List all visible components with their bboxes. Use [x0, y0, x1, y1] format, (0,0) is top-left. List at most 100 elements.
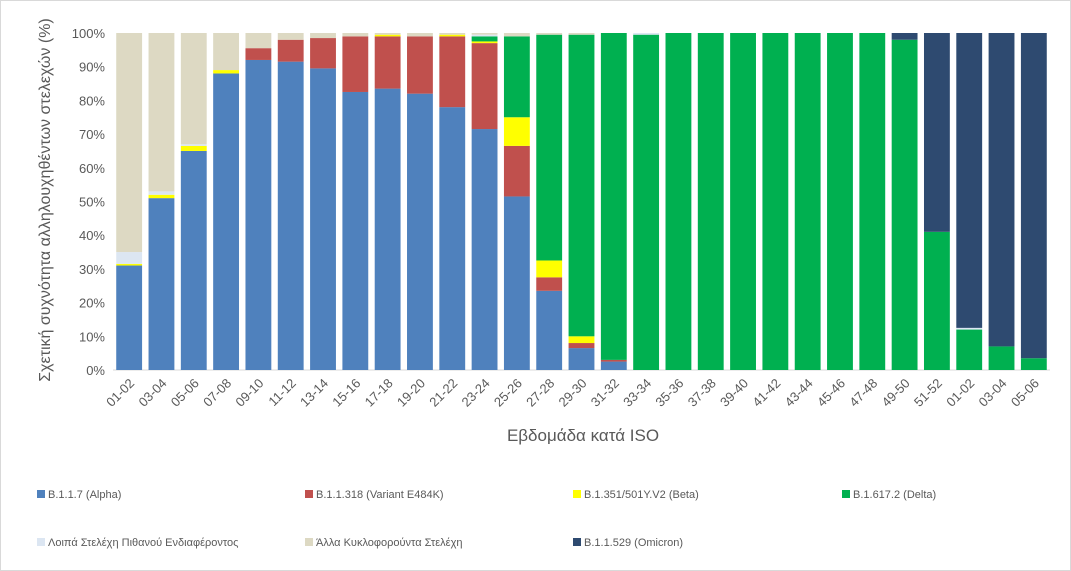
- y-tick-label: 100%: [72, 26, 106, 41]
- y-tick-label: 50%: [79, 195, 105, 210]
- bar-segment: [600, 359, 627, 362]
- bar-segment: [180, 33, 207, 145]
- bar-segment: [116, 263, 143, 266]
- bar-segment: [310, 38, 336, 69]
- bar-segment: [988, 346, 1015, 370]
- bar-segment: [407, 33, 433, 37]
- bar-segment: [180, 145, 207, 151]
- bar-segment: [633, 34, 660, 371]
- bar-segment: [277, 33, 304, 40]
- bar-segment: [471, 41, 498, 44]
- y-tick-label: 80%: [79, 93, 105, 108]
- bar-segment: [213, 70, 240, 74]
- bar-segment: [245, 33, 272, 49]
- bar-segment: [407, 93, 433, 370]
- bar-segment: [310, 68, 336, 370]
- legend-swatch: [842, 490, 850, 498]
- bar-segment: [600, 33, 627, 360]
- bar-segment: [148, 198, 175, 370]
- legend-swatch: [573, 538, 581, 546]
- bar-segment: [374, 34, 401, 37]
- bar-segment: [633, 33, 660, 35]
- bar-segment: [762, 33, 789, 370]
- legend-swatch: [305, 538, 313, 546]
- legend-label: B.1.1.7 (Alpha): [48, 489, 121, 501]
- bar-segment: [923, 231, 950, 370]
- bar-segment: [439, 34, 466, 37]
- y-tick-label: 70%: [79, 127, 105, 142]
- bar-segment: [536, 33, 563, 35]
- bar-segment: [536, 34, 563, 261]
- bar-segment: [439, 107, 466, 370]
- y-tick-label: 90%: [79, 60, 105, 75]
- bar-segment: [439, 33, 466, 35]
- y-axis-title: Σχετική συχνότητα αλληλουχηθέντων στελεχ…: [37, 18, 54, 382]
- bar-segment: [503, 33, 530, 37]
- bar-segment: [568, 348, 595, 370]
- bar-segment: [148, 194, 175, 199]
- bar-segment: [213, 33, 240, 71]
- legend-label: B.1.617.2 (Delta): [853, 489, 936, 501]
- bar-segment: [180, 150, 207, 370]
- bar-segment: [568, 343, 595, 349]
- bar-segment: [213, 73, 240, 370]
- y-tick-label: 20%: [79, 296, 105, 311]
- bar-segment: [923, 33, 950, 232]
- bar-segment: [730, 33, 756, 370]
- bar-segment: [503, 145, 530, 197]
- bar-segment: [568, 33, 595, 35]
- legend-swatch: [37, 538, 45, 546]
- bar-segment: [116, 252, 143, 264]
- bar-segment: [794, 33, 821, 370]
- bar-segment: [891, 33, 918, 40]
- y-tick-label: 30%: [79, 262, 105, 277]
- bar-segment: [407, 36, 433, 94]
- bar-segment: [956, 33, 983, 328]
- bar-segment: [827, 33, 853, 370]
- bar-segment: [245, 48, 272, 60]
- bar-segment: [116, 33, 143, 253]
- bar-segment: [891, 39, 918, 371]
- bar-segment: [471, 33, 498, 35]
- bar-segment: [277, 39, 304, 62]
- bar-segment: [536, 290, 563, 370]
- bar-segment: [568, 34, 595, 337]
- bar-segment: [471, 36, 498, 42]
- legend-label: B.1.351/501Y.V2 (Beta): [584, 489, 699, 501]
- bar-segment: [503, 196, 530, 370]
- bar-segment: [148, 191, 175, 195]
- bar-segment: [665, 33, 692, 370]
- bar-segment: [988, 33, 1015, 347]
- bar-segment: [536, 260, 563, 278]
- y-tick-label: 40%: [79, 228, 105, 243]
- y-tick-label: 0%: [86, 363, 105, 378]
- bar-segment: [245, 59, 272, 371]
- bar-segment: [180, 144, 207, 146]
- bar-segment: [859, 33, 886, 370]
- bar-segment: [310, 33, 336, 39]
- x-axis-title: Εβδομάδα κατά ISO: [507, 426, 659, 445]
- bar-segment: [956, 327, 983, 330]
- bar-segment: [503, 36, 530, 118]
- legend-swatch: [573, 490, 581, 498]
- bar-segment: [568, 336, 595, 344]
- bar-segment: [342, 33, 369, 37]
- legend-swatch: [37, 490, 45, 498]
- bar-segment: [374, 33, 401, 35]
- bar-segment: [536, 277, 563, 291]
- y-tick-label: 10%: [79, 329, 105, 344]
- legend-label: Λοιπά Στελέχη Πιθανού Ενδιαφέροντος: [48, 537, 238, 549]
- bar-segment: [471, 129, 498, 370]
- bar-segment: [503, 117, 530, 146]
- bar-segment: [439, 36, 466, 108]
- legend-label: B.1.1.529 (Omicron): [584, 537, 683, 549]
- bar-segment: [1020, 33, 1047, 359]
- bar-segment: [600, 361, 627, 370]
- bar-segment: [956, 329, 983, 370]
- bar-segment: [697, 33, 724, 370]
- bar-segment: [342, 36, 369, 92]
- bar-segment: [277, 61, 304, 371]
- legend-swatch: [305, 490, 313, 498]
- legend-label: Άλλα Κυκλοφορούντα Στελέχη: [316, 537, 462, 549]
